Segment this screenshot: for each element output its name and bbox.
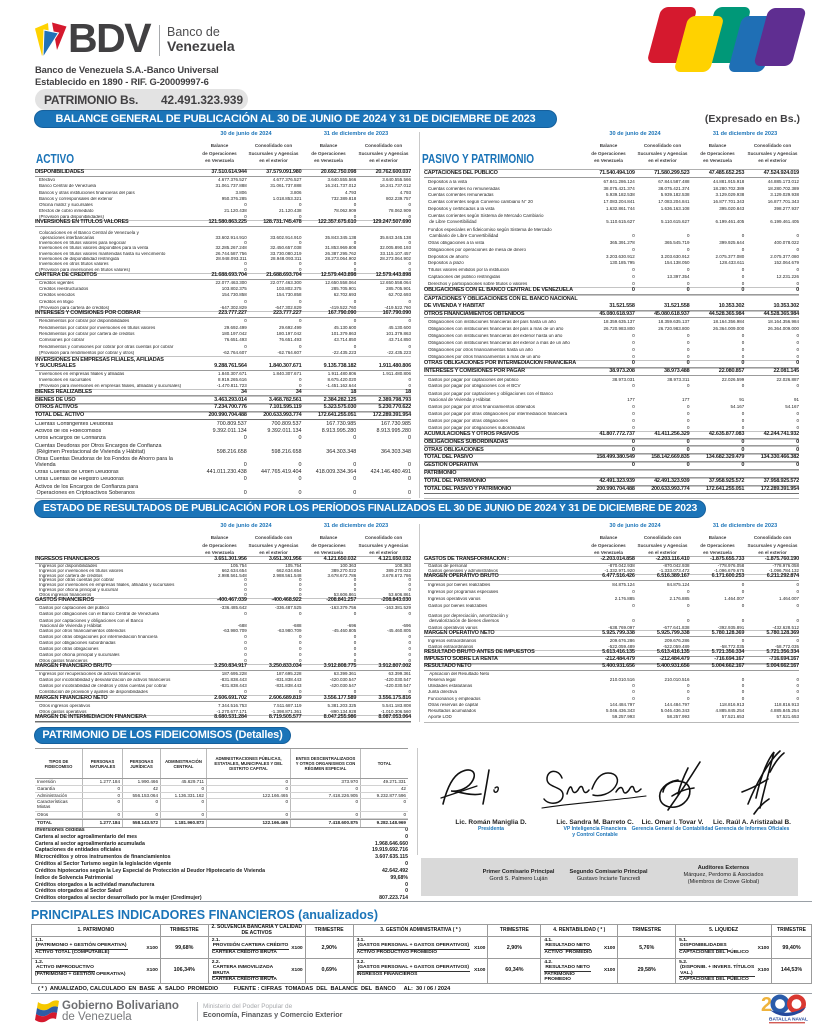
- svg-text:BATALLA NAVAL: BATALLA NAVAL: [769, 1017, 808, 1023]
- svg-text:2: 2: [761, 994, 772, 1016]
